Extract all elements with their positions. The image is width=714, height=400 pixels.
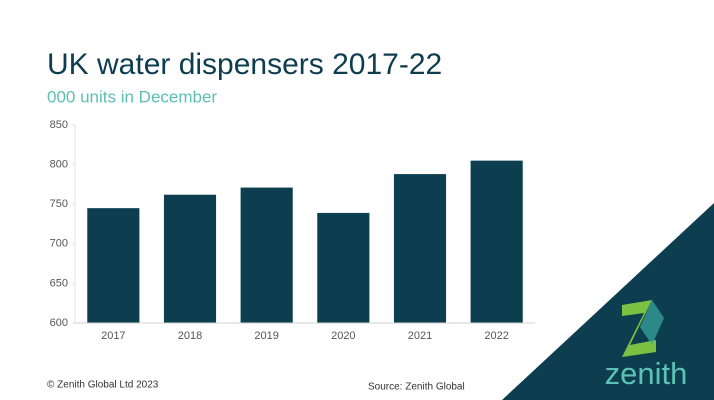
logo-z [622,300,656,357]
logo-z-accent [640,300,664,345]
chart-title: UK water dispensers 2017-22 [47,48,442,81]
logo-text: zenith [605,356,688,391]
y-tick-label: 700 [50,238,68,250]
y-tick-label: 750 [50,198,68,210]
corner-triangle [502,203,714,400]
source: Source: Zenith Global [368,382,465,393]
copyright: © Zenith Global Ltd 2023 [47,380,159,391]
x-tick-label: 2018 [178,330,202,342]
bar [393,174,447,323]
x-tick-label: 2022 [484,330,508,342]
y-tick-label: 850 [50,119,68,131]
x-tick-label: 2019 [254,330,278,342]
bar [317,212,370,323]
bar [240,187,293,323]
y-tick-label: 800 [50,159,68,171]
bar [87,208,140,323]
x-tick-label: 2020 [331,330,355,342]
y-tick-label: 600 [50,317,68,329]
bar [163,194,217,323]
y-tick-label: 650 [50,277,68,289]
x-tick-label: 2021 [408,330,432,342]
chart-subtitle: 000 units in December [47,87,217,106]
bar [470,160,523,323]
x-tick-label: 2017 [101,330,125,342]
logo-mark [622,300,664,357]
